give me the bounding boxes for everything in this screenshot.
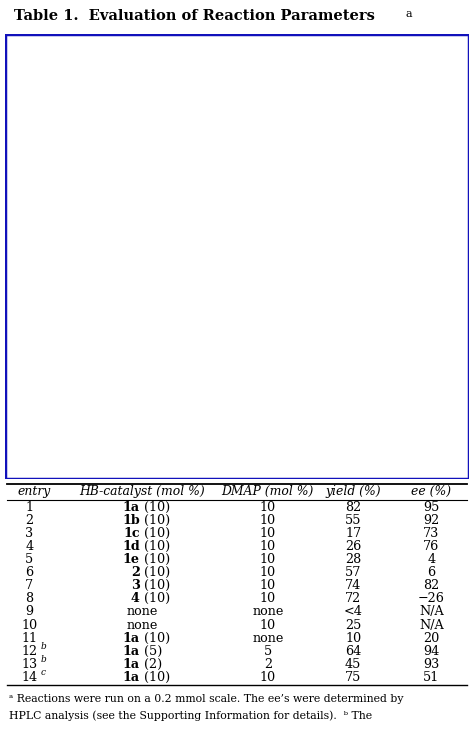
Text: 57: 57: [345, 566, 361, 579]
Text: 10: 10: [260, 540, 276, 553]
Text: 10: 10: [260, 671, 276, 684]
Text: 1a: 1a: [123, 671, 140, 684]
Text: 13: 13: [21, 658, 37, 671]
Text: 10: 10: [260, 579, 276, 592]
Text: 10: 10: [260, 527, 276, 539]
Text: (10): (10): [140, 566, 170, 579]
Text: 12: 12: [21, 645, 37, 658]
Text: 6: 6: [427, 566, 436, 579]
Text: 11: 11: [21, 632, 37, 645]
FancyBboxPatch shape: [5, 34, 469, 479]
Text: 1: 1: [26, 501, 33, 514]
Text: 5: 5: [264, 645, 272, 658]
Text: 20: 20: [423, 632, 439, 645]
Text: 1b: 1b: [122, 514, 140, 526]
Text: none: none: [127, 618, 158, 632]
Text: (10): (10): [140, 501, 170, 514]
Text: none: none: [127, 605, 158, 618]
Text: 1a: 1a: [123, 501, 140, 514]
Text: 17: 17: [345, 527, 361, 539]
Text: ee (%): ee (%): [411, 485, 451, 498]
Text: (5): (5): [140, 645, 162, 658]
Text: (10): (10): [140, 553, 170, 566]
Text: N/A: N/A: [419, 618, 444, 632]
Text: a: a: [406, 9, 412, 19]
Text: <4: <4: [344, 605, 363, 618]
Text: 10: 10: [260, 501, 276, 514]
Text: 8: 8: [25, 592, 34, 605]
Text: (10): (10): [140, 527, 170, 539]
Text: (2): (2): [140, 658, 162, 671]
Text: (10): (10): [140, 671, 170, 684]
Text: 1a: 1a: [123, 632, 140, 645]
Text: 1e: 1e: [123, 553, 140, 566]
Text: 95: 95: [423, 501, 439, 514]
Text: 4: 4: [25, 540, 34, 553]
Text: DMAP (mol %): DMAP (mol %): [222, 485, 314, 498]
Text: 3: 3: [131, 579, 140, 592]
Text: 5: 5: [25, 553, 34, 566]
Text: 25: 25: [345, 618, 361, 632]
Text: 72: 72: [345, 592, 361, 605]
Text: 93: 93: [423, 658, 439, 671]
Text: 10: 10: [260, 566, 276, 579]
Text: (10): (10): [140, 579, 170, 592]
Text: 76: 76: [423, 540, 439, 553]
Text: ᵃ Reactions were run on a 0.2 mmol scale. The ee’s were determined by: ᵃ Reactions were run on a 0.2 mmol scale…: [9, 694, 404, 703]
Text: entry: entry: [18, 485, 51, 498]
Text: 55: 55: [345, 514, 361, 526]
Text: 1a: 1a: [123, 645, 140, 658]
Text: 14: 14: [21, 671, 37, 684]
Text: 7: 7: [25, 579, 34, 592]
Text: 2: 2: [131, 566, 140, 579]
Text: (10): (10): [140, 592, 170, 605]
Text: 9: 9: [25, 605, 34, 618]
Text: (10): (10): [140, 632, 170, 645]
Text: 73: 73: [423, 527, 439, 539]
Text: 10: 10: [21, 618, 37, 632]
Text: 82: 82: [423, 579, 439, 592]
Text: 10: 10: [345, 632, 361, 645]
Text: −26: −26: [418, 592, 445, 605]
Text: 4: 4: [427, 553, 436, 566]
Text: (10): (10): [140, 514, 170, 526]
Text: 3: 3: [25, 527, 34, 539]
Text: HPLC analysis (see the Supporting Information for details).  ᵇ The: HPLC analysis (see the Supporting Inform…: [9, 710, 373, 721]
Text: 4: 4: [131, 592, 140, 605]
Text: b: b: [40, 642, 46, 651]
Text: 82: 82: [345, 501, 361, 514]
Text: N/A: N/A: [419, 605, 444, 618]
Text: 10: 10: [260, 618, 276, 632]
Text: 6: 6: [25, 566, 34, 579]
Text: b: b: [40, 655, 46, 664]
Text: 1a: 1a: [123, 658, 140, 671]
Text: 2: 2: [264, 658, 272, 671]
Text: 75: 75: [345, 671, 361, 684]
Text: (10): (10): [140, 540, 170, 553]
Text: c: c: [40, 668, 46, 677]
Text: 1c: 1c: [123, 527, 140, 539]
Text: none: none: [252, 632, 283, 645]
Text: 74: 74: [345, 579, 361, 592]
Text: 1d: 1d: [122, 540, 140, 553]
Text: 51: 51: [423, 671, 439, 684]
Text: 2: 2: [25, 514, 34, 526]
Text: 10: 10: [260, 514, 276, 526]
Text: yield (%): yield (%): [325, 485, 381, 498]
Text: 10: 10: [260, 553, 276, 566]
Text: 10: 10: [260, 592, 276, 605]
Text: none: none: [252, 605, 283, 618]
Text: 28: 28: [345, 553, 361, 566]
Text: 26: 26: [345, 540, 361, 553]
Text: 45: 45: [345, 658, 361, 671]
Text: Table 1.  Evaluation of Reaction Parameters: Table 1. Evaluation of Reaction Paramete…: [14, 9, 375, 23]
Text: 94: 94: [423, 645, 439, 658]
Text: HB-catalyst (mol %): HB-catalyst (mol %): [79, 485, 205, 498]
Text: 92: 92: [423, 514, 439, 526]
Text: 64: 64: [345, 645, 361, 658]
